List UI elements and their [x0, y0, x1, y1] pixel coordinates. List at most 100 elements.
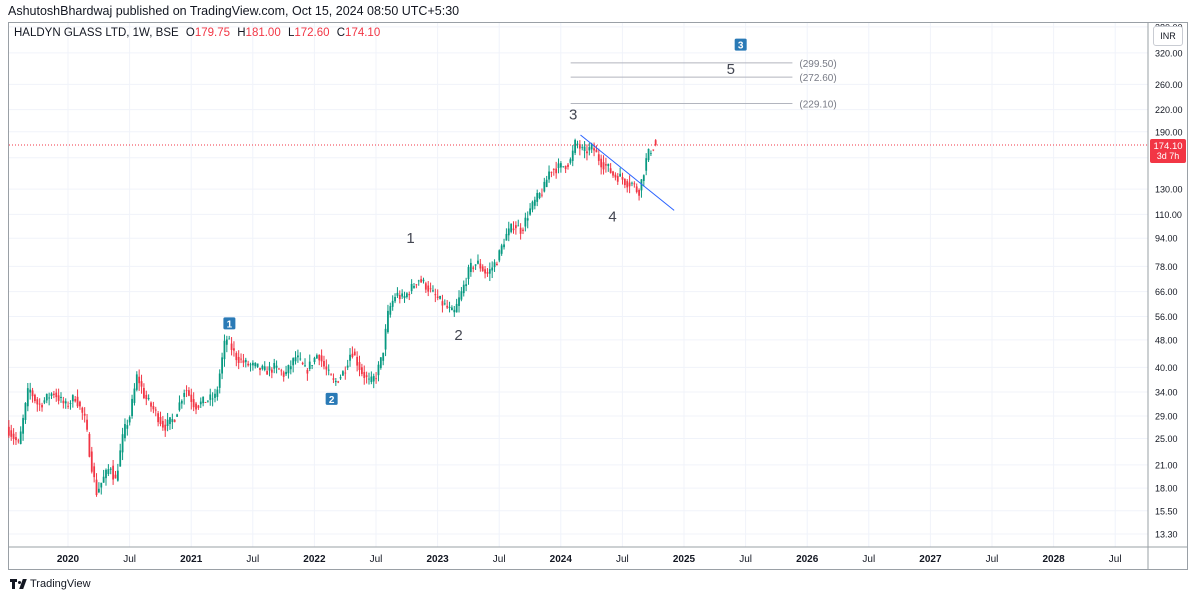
candle-body: [441, 301, 444, 306]
candle-body: [332, 378, 335, 380]
candle-body: [216, 389, 219, 397]
candle-body: [157, 413, 160, 423]
candle-body: [48, 397, 51, 399]
candle-body: [609, 168, 612, 173]
candle-body: [150, 402, 152, 407]
candle-body: [605, 164, 607, 166]
y-tick-label: 21.00: [1155, 460, 1178, 470]
candle-body: [581, 147, 584, 149]
candle-body: [420, 279, 423, 283]
tradingview-logo-icon: [10, 579, 27, 589]
candle-body: [154, 409, 157, 411]
candle-body: [185, 390, 188, 392]
candle-body: [121, 434, 124, 453]
candle-body: [477, 260, 479, 264]
candle-body: [180, 400, 183, 404]
y-tick-label: 130.00: [1155, 185, 1183, 195]
candle-body: [15, 437, 17, 441]
candle-body: [62, 400, 65, 404]
candle-body: [221, 357, 223, 374]
candle-body: [12, 433, 15, 439]
candle-body: [116, 470, 119, 481]
candle-body: [522, 229, 524, 231]
candle-body: [405, 293, 408, 298]
candle-body: [635, 186, 638, 193]
candle-body: [647, 148, 650, 161]
candle-body: [100, 482, 103, 488]
candle-body: [524, 217, 527, 227]
candle-body: [251, 362, 254, 366]
candle-body: [313, 357, 316, 362]
y-tick-label: 220.00: [1155, 105, 1183, 115]
candle-body: [484, 269, 486, 274]
candle-body: [382, 352, 385, 361]
candle-body: [363, 372, 366, 378]
x-tick-label: Jul: [370, 554, 383, 565]
candle-body: [263, 366, 266, 370]
candle-body: [79, 401, 81, 407]
candle-body: [285, 371, 287, 375]
y-tick-label: 34.00: [1155, 387, 1178, 397]
low-key: L: [287, 27, 295, 39]
currency-button[interactable]: INR: [1153, 26, 1183, 46]
candle-body: [292, 358, 295, 366]
wave-badge-text: 1: [227, 319, 233, 330]
candle-body: [597, 154, 600, 161]
candle-body: [299, 358, 302, 360]
candle-body: [41, 404, 43, 408]
candle-body: [387, 310, 389, 333]
candle-body: [67, 405, 69, 407]
x-tick-label: Jul: [739, 554, 752, 565]
candle-body: [496, 263, 498, 266]
last-price-value: 174.10: [1153, 141, 1182, 152]
y-tick-label: 18.00: [1155, 484, 1178, 494]
candle-body: [22, 418, 24, 434]
candle-body: [38, 403, 41, 405]
candle-body: [304, 365, 306, 367]
candle-body: [7, 426, 10, 436]
candle-body: [557, 163, 560, 169]
candle-body: [356, 356, 359, 366]
candle-body: [74, 399, 77, 402]
candle-body: [394, 296, 396, 302]
candle-body: [107, 469, 110, 475]
candle-body: [325, 366, 328, 370]
candle-body: [52, 393, 55, 395]
candle-body: [64, 401, 67, 404]
wave-label-5: 5: [727, 61, 735, 78]
candle-body: [360, 367, 363, 374]
candle-body: [432, 290, 434, 292]
candle-body: [543, 181, 546, 192]
wave-badge-text: 3: [738, 41, 744, 52]
candle-body: [10, 430, 13, 437]
candle-body: [147, 397, 150, 400]
tradingview-footer: TradingView: [10, 578, 91, 590]
x-tick-label: 2028: [1042, 554, 1065, 565]
candle-body: [578, 144, 581, 149]
candle-body: [555, 168, 558, 174]
candle-body: [434, 294, 437, 296]
candle-body: [619, 173, 622, 177]
candle-body: [268, 366, 271, 371]
target-label: (229.10): [799, 99, 836, 110]
x-tick-label: Jul: [493, 554, 506, 565]
candle-body: [541, 194, 543, 196]
candle-body: [633, 183, 636, 185]
candle-body: [24, 403, 27, 420]
candle-body: [43, 400, 46, 403]
candle-body: [337, 381, 340, 383]
candle-body: [391, 300, 394, 307]
symbol-legend: HALDYN GLASS LTD, 1W, BSE O179.75 H181.0…: [14, 27, 380, 39]
candle-body: [531, 201, 534, 210]
candle-body: [559, 163, 562, 168]
candle-body: [81, 407, 84, 413]
candle-body: [642, 175, 645, 181]
candle-body: [204, 401, 207, 403]
candle-body: [71, 395, 74, 402]
candle-body: [29, 389, 32, 393]
candle-body: [76, 396, 79, 407]
candle-body: [164, 424, 167, 431]
target-label: (272.60): [799, 73, 836, 84]
candle-body: [31, 390, 34, 397]
